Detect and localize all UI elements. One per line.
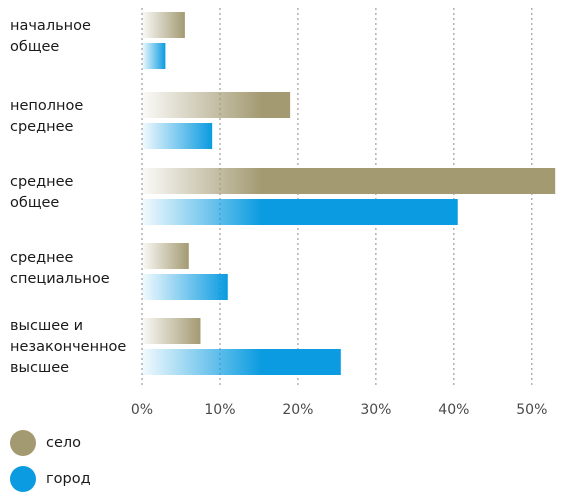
category-label-3-line-0: среднее	[10, 250, 74, 266]
legend-label-gorod: город	[46, 471, 91, 487]
legend: село город	[10, 428, 91, 500]
category-label-0-line-0: начальное	[10, 18, 91, 34]
category-label-2-line-1: общее	[10, 195, 59, 211]
x-tick-label-3: 30%	[360, 402, 391, 418]
legend-label-selo: село	[46, 435, 82, 451]
category-label-2: среднее общее	[10, 174, 74, 211]
bar-1-1	[142, 123, 213, 149]
x-tick-label-4: 40%	[438, 402, 469, 418]
bar-1-0	[142, 92, 291, 118]
legend-swatch-selo	[10, 430, 36, 456]
category-label-2-line-0: среднее	[10, 174, 74, 190]
category-label-4: высшее и незаконченное высшее	[10, 318, 126, 376]
bar-0-0	[142, 12, 185, 38]
category-label-4-line-2: высшее	[10, 360, 69, 376]
bar-0-1	[142, 43, 166, 69]
legend-swatch-gorod	[10, 466, 36, 492]
x-tick-label-0: 0%	[131, 402, 153, 418]
bar-3-0	[142, 243, 189, 269]
category-label-1-line-0: неполное	[10, 98, 83, 114]
category-label-1-line-1: среднее	[10, 119, 74, 135]
category-label-4-line-0: высшее и	[10, 318, 83, 334]
bar-3-1	[142, 274, 228, 300]
category-label-3: среднее специальное	[10, 250, 110, 287]
bar-chart: начальное общее неполное среднее среднее обще…	[10, 8, 556, 418]
bar-4-1	[142, 349, 341, 375]
category-label-3-line-1: специальное	[10, 271, 110, 287]
bar-4-0	[142, 318, 201, 344]
category-label-0-line-1: общее	[10, 39, 59, 55]
legend-item-gorod: город	[10, 464, 91, 494]
category-label-4-line-1: незаконченное	[10, 339, 126, 355]
bars	[142, 12, 556, 375]
x-tick-label-5: 50%	[516, 402, 547, 418]
x-tick-labels: 0% 10% 20% 30% 40% 50%	[131, 402, 547, 418]
category-labels: начальное общее неполное среднее среднее обще…	[10, 18, 126, 376]
category-label-1: неполное среднее	[10, 98, 83, 135]
x-tick-label-1: 10%	[204, 402, 235, 418]
bar-2-0	[142, 168, 556, 194]
bar-2-1	[142, 199, 458, 225]
x-tick-label-2: 20%	[282, 402, 313, 418]
legend-item-selo: село	[10, 428, 91, 458]
category-label-0: начальное общее	[10, 18, 91, 55]
